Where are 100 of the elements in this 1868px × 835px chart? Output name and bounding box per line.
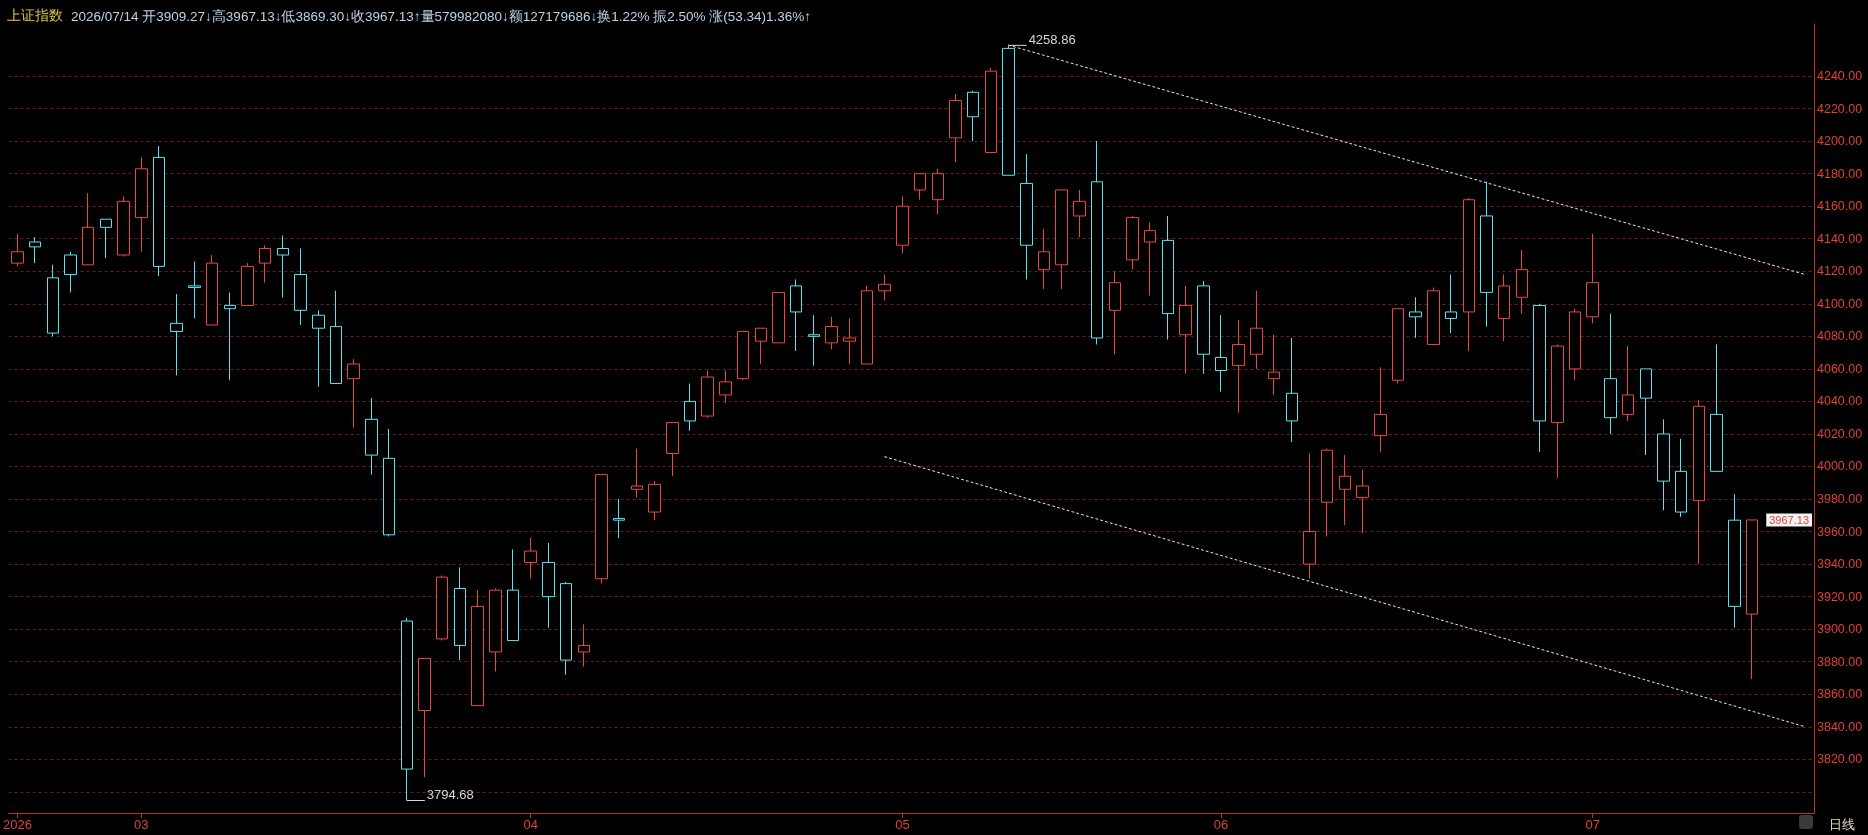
- candlestick: [1392, 308, 1404, 385]
- candlestick: [418, 657, 431, 778]
- candlestick: [135, 156, 148, 253]
- candlestick: [365, 397, 378, 476]
- candlestick: [1250, 290, 1263, 370]
- candlestick: [613, 498, 625, 539]
- candlestick: [1215, 314, 1227, 393]
- y-tick-label: 3820.00: [1817, 752, 1863, 767]
- candlestick: [1339, 454, 1351, 526]
- candlestick: [1586, 233, 1599, 324]
- candlestick: [701, 370, 714, 419]
- candlestick: [1657, 418, 1670, 511]
- candlestick: [1073, 189, 1086, 238]
- candlestick: [312, 309, 325, 388]
- candlestick: [153, 145, 165, 277]
- candlestick: [1268, 334, 1280, 396]
- candlestick: [1445, 274, 1457, 334]
- candlestick: [631, 448, 643, 498]
- x-tick-label: 07: [1585, 817, 1600, 832]
- text: 日线: [1829, 816, 1855, 832]
- candlestick: [595, 474, 608, 585]
- y-tick-label: 4200.00: [1817, 134, 1863, 149]
- candlestick: [294, 248, 307, 326]
- candlestick: [578, 623, 590, 668]
- candlestick: [259, 244, 271, 284]
- candlestick: [1126, 215, 1139, 271]
- candlestick: [1551, 343, 1564, 479]
- candlestick: [542, 542, 555, 629]
- candlestick: [1675, 438, 1687, 518]
- candlestick: [1179, 285, 1192, 375]
- candlestick: [896, 195, 909, 254]
- candlestick: [436, 574, 448, 642]
- candlestick: [1640, 368, 1652, 456]
- candlestick: [347, 358, 360, 428]
- candlestick: [1144, 221, 1156, 297]
- y-tick-label: 3900.00: [1817, 622, 1863, 637]
- x-tick-label: 03: [134, 817, 149, 832]
- candlestick: [454, 566, 466, 661]
- candlestick: [29, 236, 41, 264]
- y-tick-label: 4100.00: [1817, 296, 1863, 311]
- candlestick: [666, 422, 679, 477]
- candlestick: [277, 234, 289, 298]
- candlestick: [1356, 469, 1369, 534]
- candlestick: [117, 195, 130, 258]
- y-tick-label: 4180.00: [1817, 166, 1863, 181]
- candlestick: [82, 192, 94, 266]
- x-tick-label: 05: [895, 817, 910, 832]
- candlestick: [914, 173, 926, 201]
- y-tick-label: 3920.00: [1817, 589, 1863, 604]
- candlestick: [1374, 366, 1387, 453]
- candlestick: [1604, 313, 1617, 435]
- candlestick: [1409, 296, 1422, 339]
- candlestick: [489, 588, 502, 672]
- candlestick: [1427, 287, 1440, 345]
- candlestick: [1197, 280, 1210, 375]
- candlestick: [401, 617, 413, 802]
- candlestick: [1091, 140, 1103, 345]
- candlestick: [878, 274, 891, 302]
- candlestick: [1463, 197, 1475, 352]
- candlestick: [1693, 399, 1705, 565]
- candlestick: [684, 383, 696, 432]
- annotation: 3967.13: [1769, 513, 1809, 526]
- y-tick-label: 4160.00: [1817, 199, 1863, 214]
- candlestick: [100, 218, 112, 259]
- candlestick: [1321, 448, 1333, 537]
- y-tick-label: 4120.00: [1817, 264, 1863, 279]
- candlestick: [808, 314, 820, 367]
- candlestick: [755, 327, 767, 365]
- candlestick: [47, 264, 59, 337]
- y-tick-label: 3880.00: [1817, 654, 1863, 669]
- candlestick: [383, 428, 395, 537]
- y-tick-label: 4000.00: [1817, 459, 1863, 474]
- candlestick: [737, 330, 749, 381]
- candlestick: [843, 317, 856, 365]
- y-tick-label: 4240.00: [1817, 69, 1863, 84]
- candlestick: [1498, 274, 1510, 342]
- candlestick: [64, 251, 77, 293]
- candlestick: [330, 290, 342, 385]
- candlestick: [1109, 270, 1121, 355]
- candlestick: [224, 291, 236, 381]
- chart-title: 上证指数: [7, 7, 63, 23]
- candlestick: [507, 548, 519, 642]
- candlestick: [719, 370, 732, 404]
- y-tick-label: 4140.00: [1817, 231, 1863, 246]
- candlestick: [241, 262, 254, 306]
- candlestick: [967, 90, 979, 142]
- candlestick: [932, 168, 944, 215]
- candlestick: [1002, 44, 1015, 176]
- candlestick: [1622, 345, 1634, 422]
- candlestick: [1232, 319, 1245, 414]
- candlestick: [1480, 181, 1493, 328]
- candlestick: [1303, 452, 1316, 580]
- y-tick-label: 4020.00: [1817, 426, 1863, 441]
- candlestick: [1055, 189, 1068, 290]
- candlestick: [1569, 308, 1581, 381]
- candlestick: [1038, 228, 1050, 290]
- candlestick: [1020, 153, 1033, 280]
- candlestick: [1728, 493, 1741, 629]
- chart-subtitle: 2026/07/14 开3909.27↓高3967.13↓低3869.30↓收3967.13↑量579982080↓额127179686↓换1.22% 振2.50% 涨(53.34)1.36%↑: [71, 8, 812, 24]
- candlestick: [825, 316, 838, 350]
